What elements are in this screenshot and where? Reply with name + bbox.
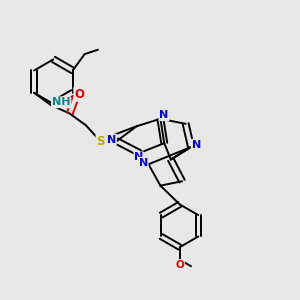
Text: N: N — [107, 135, 116, 145]
Text: N: N — [192, 140, 201, 151]
Text: O: O — [74, 88, 84, 101]
Text: S: S — [96, 135, 105, 148]
Text: N: N — [192, 140, 201, 150]
Text: NH: NH — [52, 97, 70, 107]
Text: N: N — [134, 152, 144, 162]
Text: N: N — [159, 110, 169, 120]
Text: O: O — [175, 260, 184, 270]
Text: N: N — [139, 158, 148, 168]
